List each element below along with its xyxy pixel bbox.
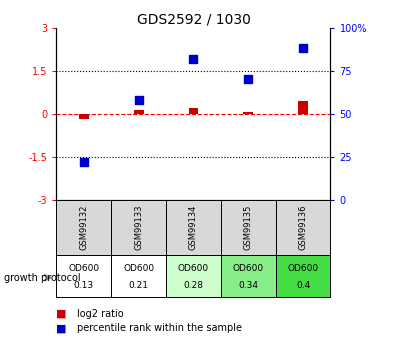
Text: ■: ■ (56, 324, 67, 333)
Bar (243, 111, 253, 114)
Text: GSM99136: GSM99136 (299, 205, 307, 250)
Bar (276, 255, 330, 297)
Bar (79, 114, 89, 119)
Point (190, 56, 197, 61)
Text: 0.4: 0.4 (296, 280, 310, 289)
Text: 0.28: 0.28 (183, 280, 204, 289)
Point (300, 46, 306, 51)
Text: log2 ratio: log2 ratio (77, 309, 123, 319)
Point (245, 77, 251, 82)
Bar (221, 200, 276, 255)
Text: GSM99132: GSM99132 (79, 205, 88, 250)
Text: OD600: OD600 (68, 264, 100, 273)
Bar (134, 110, 143, 114)
Bar (276, 200, 330, 255)
Text: growth protocol: growth protocol (4, 273, 81, 283)
Text: GSM99135: GSM99135 (244, 205, 253, 250)
Text: 0.21: 0.21 (129, 280, 149, 289)
Bar (298, 101, 308, 114)
Text: ■: ■ (56, 309, 67, 319)
Bar (189, 108, 198, 114)
Text: GSM99133: GSM99133 (134, 205, 143, 250)
Text: OD600: OD600 (233, 264, 264, 273)
Text: 0.13: 0.13 (74, 280, 94, 289)
Text: 0.34: 0.34 (238, 280, 258, 289)
Text: OD600: OD600 (287, 264, 319, 273)
Bar (111, 255, 166, 297)
Bar (111, 200, 166, 255)
Text: OD600: OD600 (123, 264, 154, 273)
Point (135, 97, 142, 103)
Text: percentile rank within the sample: percentile rank within the sample (77, 324, 241, 333)
Text: OD600: OD600 (178, 264, 209, 273)
Bar (221, 255, 276, 297)
Bar (166, 200, 221, 255)
Title: GDS2592 / 1030: GDS2592 / 1030 (137, 12, 250, 27)
Bar (56, 255, 111, 297)
Point (81, 159, 87, 165)
Bar (56, 200, 111, 255)
Bar (166, 255, 221, 297)
Text: GSM99134: GSM99134 (189, 205, 198, 250)
